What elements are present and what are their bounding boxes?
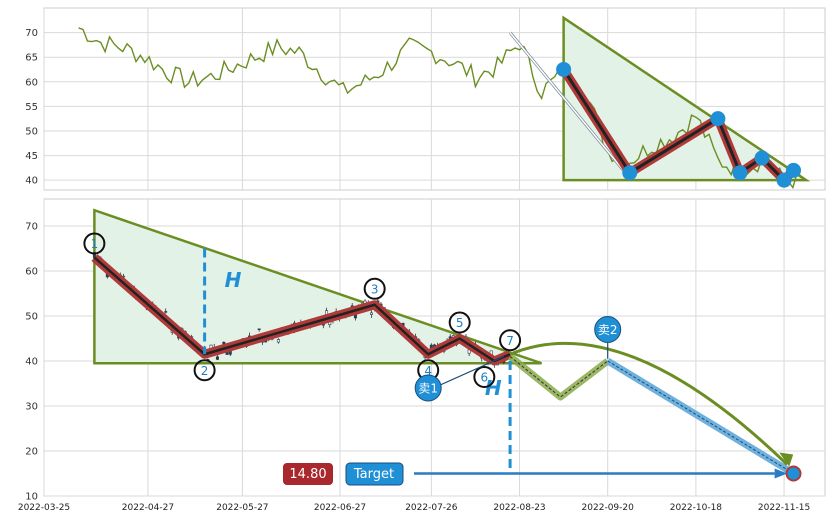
target-point [785,465,802,482]
target-badge-text: Target [353,467,394,482]
top-pivot-point [556,61,572,77]
bottom-triangle-shape [93,208,542,365]
pattern-point-circle [473,366,496,388]
curved-arrow [509,341,789,466]
sell-bubble-label: 卖2 [598,323,618,337]
pattern-point-label: 5 [456,316,464,330]
top-pivot-point [754,150,770,166]
bottom-x-tick: 2022-09-20 [582,503,635,513]
bottom-panel-y-ticks: 10 20 30 40 50 60 70 [25,222,38,503]
candle-body [164,311,168,313]
bottom-x-tick: 2022-03-25 [18,503,70,513]
pattern-point-label: 4 [424,364,432,378]
top-price-series [78,27,807,190]
pattern-point-label: 6 [481,371,489,385]
top-y-tick-70: 70 [25,28,38,39]
top-y-tick-55: 55 [25,102,38,113]
top-y-tick-65: 65 [25,53,38,64]
bottom-x-tick: 2022-07-26 [405,503,458,513]
bottom-x-tick: 2022-05-27 [216,503,268,513]
curved-arrow-head [779,452,794,467]
bottom-y-tick-20: 20 [25,447,38,458]
sell-bubble [414,374,442,402]
bottom-x-tick: 2022-10-18 [670,503,723,513]
pattern-point-circle [193,359,216,382]
bottom-panel-triangle [93,208,542,365]
bottom-y-tick-30: 30 [25,402,38,413]
pattern-point-label: 2 [201,364,209,378]
bottom-y-tick-50: 50 [25,312,38,323]
height-label: H [225,268,242,292]
bottom-x-tick: 2022-06-27 [314,503,366,513]
bottom-x-tick: 2022-11-15 [758,503,810,513]
top-y-tick-50: 50 [25,126,38,137]
top-y-tick-45: 45 [25,151,38,162]
projection-path-blue-dash [607,360,794,474]
bubble-connector [439,355,505,386]
pattern-point-circle [363,277,386,300]
pattern-point-circle [448,311,471,334]
candle-body [215,356,219,360]
candle-body [369,312,373,315]
top-panel-price-line [78,27,807,190]
bottom-panel-x-ticks: 2022-03-25 2022-04-27 2022-05-27 2022-06-27… [18,503,810,513]
top-pivot-point [732,165,748,181]
price-badge-text: 14.80 [289,467,326,482]
bottom-panel-annotations: H H 1 2 3 4 5 6 7 卖1 卖2 [83,232,622,474]
sell-bubble-label: 卖1 [418,382,438,396]
top-pivot-point [776,172,792,188]
height-label: H [485,376,502,400]
candle-body [276,339,280,343]
candle-body [257,328,261,330]
sell-bubble [594,316,622,343]
top-pivot-point [622,165,638,181]
top-panel-y-ticks: 40 45 50 55 60 65 70 [25,28,38,187]
top-pivot-point [710,111,726,127]
bottom-y-tick-60: 60 [25,267,38,278]
target-badge: Target [345,462,404,486]
bottom-x-tick: 2022-08-23 [493,503,545,513]
top-trend-arrow-inner [509,32,625,171]
price-badge: 14.80 [283,463,333,485]
pattern-point-circle [499,329,522,352]
pattern-point-circle [83,232,106,255]
target-arrow-head [774,468,788,479]
pattern-point-label: 3 [371,282,379,296]
top-panel-zigzag [556,61,802,188]
projection-path-green-dash [509,356,609,398]
bottom-y-tick-40: 40 [25,357,38,368]
bottom-y-tick-10: 10 [25,492,38,503]
top-y-tick-40: 40 [25,176,38,187]
top-y-tick-60: 60 [25,77,38,88]
top-pivot-point [786,162,802,178]
pattern-point-label: 1 [91,237,99,251]
pattern-point-label: 7 [506,334,514,348]
bottom-x-tick: 2022-04-27 [122,503,174,513]
bottom-y-tick-70: 70 [25,222,38,233]
